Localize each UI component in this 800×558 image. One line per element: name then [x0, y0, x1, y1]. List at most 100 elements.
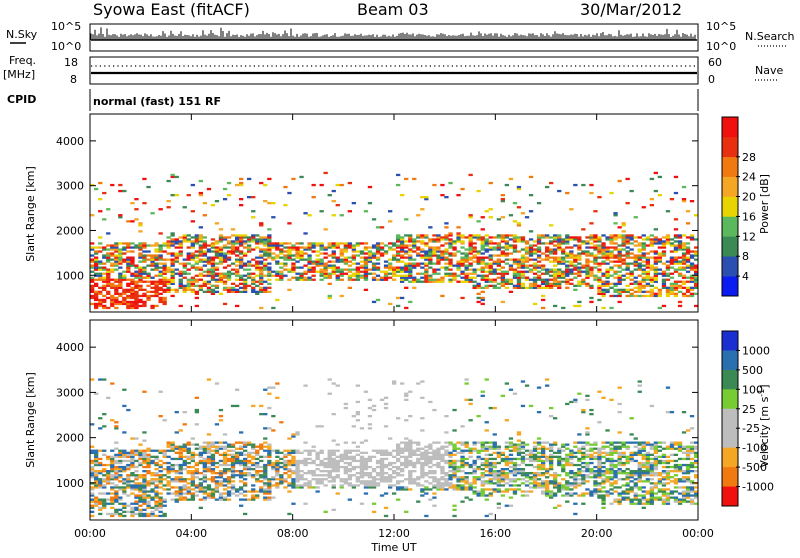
heatmap-cell	[134, 488, 138, 490]
heatmap-cell	[179, 275, 183, 277]
heatmap-cell	[243, 252, 247, 254]
heatmap-cell	[287, 462, 291, 464]
heatmap-cell	[424, 257, 428, 259]
heatmap-cell	[223, 259, 227, 261]
heatmap-cell	[243, 442, 247, 444]
heatmap-cell	[118, 279, 122, 281]
heatmap-cell	[469, 466, 473, 468]
heatmap-cell	[106, 470, 110, 472]
heatmap-cell	[291, 478, 295, 480]
heatmap-cell	[428, 476, 432, 478]
heatmap-cell	[159, 293, 163, 295]
heatmap-cell	[477, 234, 481, 236]
heatmap-cell	[565, 458, 569, 460]
heatmap-cell	[541, 450, 545, 452]
heatmap-cell	[577, 285, 581, 287]
heatmap-cell	[171, 289, 175, 291]
heatmap-cell	[404, 419, 408, 421]
heatmap-cell	[130, 466, 134, 468]
heatmap-cell	[545, 259, 549, 261]
heatmap-cell	[501, 267, 505, 269]
heatmap-cell	[263, 236, 267, 238]
heatmap-cell	[126, 484, 130, 486]
heatmap-cell	[223, 478, 227, 480]
heatmap-cell	[211, 261, 215, 263]
heatmap-cell	[271, 466, 275, 468]
heatmap-cell	[525, 248, 529, 250]
heatmap-cell	[533, 474, 537, 476]
heatmap-cell	[521, 267, 525, 269]
heatmap-cell	[118, 252, 122, 254]
heatmap-cell	[573, 285, 577, 287]
heatmap-cell	[263, 252, 267, 254]
heatmap-cell	[400, 448, 404, 450]
heatmap-cell	[312, 263, 316, 265]
heatmap-cell	[291, 452, 295, 454]
heatmap-cell	[541, 236, 545, 238]
heatmap-cell	[90, 254, 94, 256]
heatmap-cell	[529, 279, 533, 281]
heatmap-cell	[452, 254, 456, 256]
heatmap-cell	[642, 206, 646, 208]
heatmap-cell	[243, 490, 247, 492]
heatmap-cell	[102, 486, 106, 488]
heatmap-cell	[444, 454, 448, 456]
heatmap-cell	[368, 273, 372, 275]
heatmap-cell	[658, 254, 662, 256]
heatmap-cell	[569, 488, 573, 490]
heatmap-cell	[517, 440, 521, 442]
heatmap-cell	[179, 456, 183, 458]
heatmap-cell	[473, 273, 477, 275]
heatmap-cell	[577, 458, 581, 460]
heatmap-cell	[469, 281, 473, 283]
heatmap-cell	[114, 513, 118, 515]
heatmap-cell	[577, 305, 581, 307]
heatmap-cell	[469, 265, 473, 267]
heatmap-cell	[674, 244, 678, 246]
heatmap-cell	[179, 478, 183, 480]
heatmap-cell	[267, 427, 271, 429]
heatmap-cell	[501, 240, 505, 242]
heatmap-cell	[211, 492, 215, 494]
heatmap-cell	[219, 480, 223, 482]
heatmap-cell	[332, 454, 336, 456]
heatmap-cell	[396, 482, 400, 484]
heatmap-cell	[549, 257, 553, 259]
heatmap-cell	[114, 250, 118, 252]
heatmap-cell	[239, 184, 243, 186]
heatmap-cell	[569, 476, 573, 478]
heatmap-cell	[187, 458, 191, 460]
heatmap-cell	[340, 456, 344, 458]
heatmap-cell	[94, 480, 98, 482]
nsearch-tick-bottom: 10^0	[706, 40, 736, 53]
heatmap-cell	[303, 277, 307, 279]
heatmap-cell	[513, 234, 517, 236]
heatmap-cell	[106, 291, 110, 293]
heatmap-cell	[581, 466, 585, 468]
heatmap-cell	[440, 254, 444, 256]
heatmap-cell	[187, 252, 191, 254]
heatmap-cell	[686, 248, 690, 250]
heatmap-cell	[146, 507, 150, 509]
heatmap-cell	[577, 248, 581, 250]
heatmap-cell	[428, 275, 432, 277]
heatmap-cell	[348, 450, 352, 452]
heatmap-cell	[686, 289, 690, 291]
heatmap-cell	[465, 442, 469, 444]
heatmap-cell	[622, 242, 626, 244]
heatmap-cell	[340, 460, 344, 462]
heatmap-cell	[118, 466, 122, 468]
heatmap-cell	[94, 505, 98, 507]
heatmap-cell	[448, 482, 452, 484]
heatmap-cell	[517, 259, 521, 261]
heatmap-cell	[364, 474, 368, 476]
heatmap-cell	[505, 271, 509, 273]
heatmap-cell	[577, 259, 581, 261]
heatmap-cell	[187, 486, 191, 488]
heatmap-cell	[150, 450, 154, 452]
heatmap-cell	[203, 442, 207, 444]
heatmap-cell	[412, 250, 416, 252]
heatmap-cell	[690, 287, 694, 289]
heatmap-cell	[420, 254, 424, 256]
heatmap-cell	[340, 486, 344, 488]
